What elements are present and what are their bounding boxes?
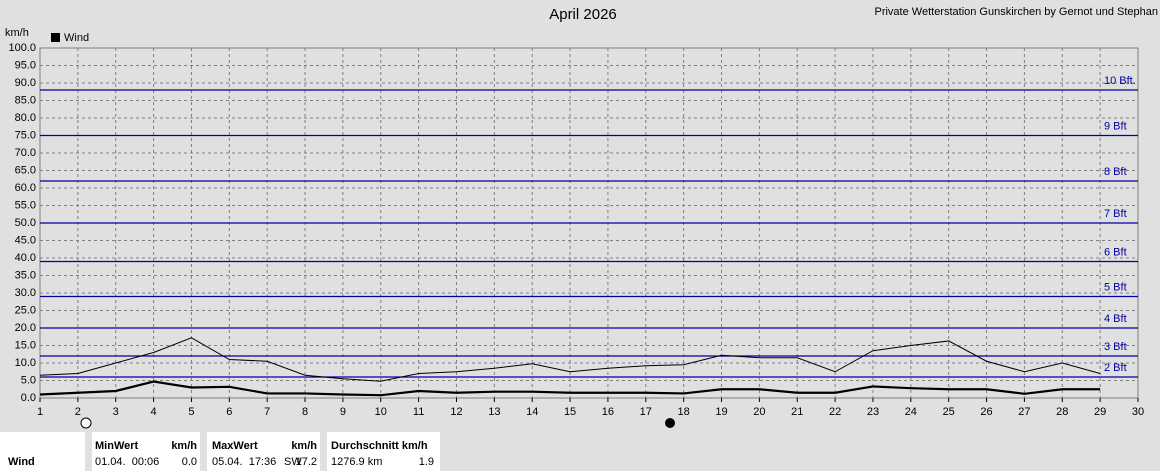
x-tick-label: 23 — [867, 406, 879, 418]
x-tick-label: 26 — [980, 406, 992, 418]
y-tick-label: 25.0 — [15, 304, 36, 316]
beaufort-label: 6 Bft — [1104, 246, 1127, 258]
cell-text: 1.9 — [419, 456, 434, 468]
x-tick-label: 24 — [905, 406, 917, 418]
x-tick-label: 7 — [264, 406, 270, 418]
cell — [327, 432, 440, 471]
x-tick-label: 14 — [526, 406, 538, 418]
x-tick-label: 17 — [640, 406, 652, 418]
header: Durchschnitt km/h — [331, 440, 428, 452]
cell-text: 05.04. 17:36 — [212, 456, 276, 468]
x-tick-label: 19 — [715, 406, 727, 418]
legend-swatch — [51, 33, 60, 42]
x-tick-label: 8 — [302, 406, 308, 418]
beaufort-label: 8 Bft — [1104, 166, 1127, 178]
header: MinWert — [95, 440, 139, 452]
y-tick-label: 85.0 — [15, 94, 36, 106]
y-tick-label: 30.0 — [15, 287, 36, 299]
y-tick-label: 90.0 — [15, 77, 36, 89]
x-tick-label: 6 — [226, 406, 232, 418]
x-tick-label: 12 — [450, 406, 462, 418]
beaufort-label: 10 Bft. — [1104, 75, 1136, 87]
x-tick-label: 21 — [791, 406, 803, 418]
x-tick-label: 15 — [564, 406, 576, 418]
wind-line — [39, 380, 1101, 397]
x-tick-label: 29 — [1094, 406, 1106, 418]
y-tick-label: 5.0 — [21, 374, 36, 386]
x-tick-label: 25 — [943, 406, 955, 418]
x-tick-label: 27 — [1018, 406, 1030, 418]
y-tick-label: 45.0 — [15, 234, 36, 246]
wind-line — [39, 337, 1101, 382]
x-tick-label: 30 — [1132, 406, 1144, 418]
beaufort-label: 9 Bft — [1104, 120, 1127, 132]
y-tick-label: 70.0 — [15, 147, 36, 159]
cell-text: 01.04. 00:06 — [95, 456, 159, 468]
y-tick-label: 15.0 — [15, 339, 36, 351]
y-tick-label: 95.0 — [15, 59, 36, 71]
cell — [207, 432, 320, 471]
summary-panel: Wind MinWert km/h 01.04. 00:06 0.0 MaxWe… — [0, 432, 1160, 471]
y-tick-label: 80.0 — [15, 112, 36, 124]
full-moon-icon — [80, 417, 92, 429]
x-tick-label: 16 — [602, 406, 614, 418]
chart-title: April 2026 — [549, 6, 617, 23]
beaufort-label: 4 Bft — [1104, 313, 1127, 325]
header: km/h — [291, 440, 317, 452]
y-tick-label: 50.0 — [15, 217, 36, 229]
x-tick-label: 20 — [753, 406, 765, 418]
cell-text: 1276.9 km — [331, 456, 382, 468]
y-tick-label: 40.0 — [15, 252, 36, 264]
chart-subtitle: Private Wetterstation Gunskirchen by Ger… — [874, 6, 1158, 18]
summary-label: Wind — [8, 456, 35, 468]
new-moon-icon — [665, 418, 675, 428]
cell — [0, 432, 85, 471]
beaufort-label: 3 Bft — [1104, 341, 1127, 353]
x-tick-label: 2 — [75, 406, 81, 418]
cell-text: SW — [284, 456, 302, 468]
beaufort-label: 7 Bft — [1104, 208, 1127, 220]
cell — [92, 432, 200, 471]
y-tick-label: 20.0 — [15, 322, 36, 334]
y-axis-label: km/h — [5, 27, 29, 39]
x-tick-label: 18 — [678, 406, 690, 418]
legend-label: Wind — [64, 32, 89, 44]
header: MaxWert — [212, 440, 258, 452]
y-tick-label: 0.0 — [21, 392, 36, 404]
cell-text: 0.0 — [182, 456, 197, 468]
x-tick-label: 3 — [113, 406, 119, 418]
x-tick-label: 10 — [375, 406, 387, 418]
x-tick-label: 22 — [829, 406, 841, 418]
x-tick-label: 13 — [488, 406, 500, 418]
y-tick-label: 100.0 — [8, 42, 36, 54]
y-tick-label: 35.0 — [15, 269, 36, 281]
cell-text: 17.2 — [296, 456, 317, 468]
x-tick-label: 9 — [340, 406, 346, 418]
y-tick-label: 65.0 — [15, 164, 36, 176]
x-tick-label: 5 — [188, 406, 194, 418]
x-tick-label: 11 — [413, 406, 424, 418]
beaufort-label: 2 Bft — [1104, 362, 1127, 374]
y-tick-label: 10.0 — [15, 357, 36, 369]
x-tick-label: 4 — [151, 406, 157, 418]
header: km/h — [171, 440, 197, 452]
y-tick-label: 60.0 — [15, 182, 36, 194]
beaufort-label: 5 Bft — [1104, 281, 1127, 293]
x-tick-label: 28 — [1056, 406, 1068, 418]
y-tick-label: 75.0 — [15, 129, 36, 141]
x-tick-label: 1 — [37, 406, 43, 418]
y-tick-label: 55.0 — [15, 199, 36, 211]
